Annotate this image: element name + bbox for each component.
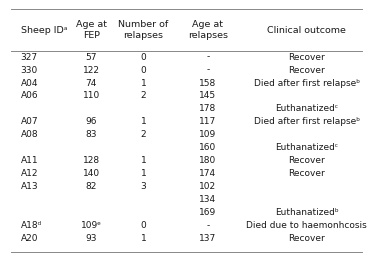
Text: 174: 174 [200, 169, 216, 178]
Text: 180: 180 [199, 156, 217, 166]
Text: 3: 3 [141, 182, 147, 191]
Text: 140: 140 [83, 169, 100, 178]
Text: 110: 110 [83, 91, 100, 100]
Text: 74: 74 [86, 78, 97, 88]
Text: 102: 102 [200, 182, 216, 191]
Text: 117: 117 [199, 117, 217, 126]
Text: Recover: Recover [288, 169, 325, 178]
Text: 134: 134 [200, 195, 216, 204]
Text: 178: 178 [199, 104, 217, 114]
Text: 93: 93 [86, 234, 97, 243]
Text: 1: 1 [141, 117, 147, 126]
Text: A20: A20 [21, 234, 38, 243]
Text: 2: 2 [141, 91, 147, 100]
Text: Age at
FEP: Age at FEP [76, 20, 107, 40]
Text: 122: 122 [83, 66, 100, 75]
Text: A18ᵈ: A18ᵈ [21, 221, 42, 230]
Text: A13: A13 [21, 182, 38, 191]
Text: 169: 169 [199, 208, 217, 217]
Text: Recover: Recover [288, 156, 325, 166]
Text: Died after first relapseᵇ: Died after first relapseᵇ [254, 117, 360, 126]
Text: A12: A12 [21, 169, 38, 178]
Text: 1: 1 [141, 78, 147, 88]
Text: -: - [206, 66, 210, 75]
Text: Euthanatizedᶜ: Euthanatizedᶜ [275, 104, 338, 114]
Text: 0: 0 [141, 52, 147, 62]
Text: 128: 128 [83, 156, 100, 166]
Text: 330: 330 [21, 66, 38, 75]
Text: Died after first relapseᵇ: Died after first relapseᵇ [254, 78, 360, 88]
Text: 0: 0 [141, 221, 147, 230]
Text: 82: 82 [86, 182, 97, 191]
Text: 0: 0 [141, 66, 147, 75]
Text: 1: 1 [141, 234, 147, 243]
Text: 145: 145 [200, 91, 216, 100]
Text: A11: A11 [21, 156, 38, 166]
Text: 109ᵉ: 109ᵉ [81, 221, 102, 230]
Text: 158: 158 [199, 78, 217, 88]
Text: Euthanatizedᵇ: Euthanatizedᵇ [275, 208, 339, 217]
Text: A08: A08 [21, 130, 38, 140]
Text: Euthanatizedᶜ: Euthanatizedᶜ [275, 143, 338, 152]
Text: 109: 109 [199, 130, 217, 140]
Text: A04: A04 [21, 78, 38, 88]
Text: 83: 83 [86, 130, 97, 140]
Text: Clinical outcome: Clinical outcome [267, 26, 346, 35]
Text: Age at
relapses: Age at relapses [188, 20, 228, 40]
Text: Recover: Recover [288, 52, 325, 62]
Text: 1: 1 [141, 156, 147, 166]
Text: 96: 96 [86, 117, 97, 126]
Text: Sheep IDᵃ: Sheep IDᵃ [21, 26, 67, 35]
Text: A07: A07 [21, 117, 38, 126]
Text: -: - [206, 221, 210, 230]
Text: -: - [206, 52, 210, 62]
Text: Recover: Recover [288, 234, 325, 243]
Text: 327: 327 [21, 52, 38, 62]
Text: Recover: Recover [288, 66, 325, 75]
Text: A06: A06 [21, 91, 38, 100]
Text: 137: 137 [199, 234, 217, 243]
Text: 2: 2 [141, 130, 147, 140]
Text: 160: 160 [199, 143, 217, 152]
Text: Number of
relapses: Number of relapses [119, 20, 169, 40]
Text: 1: 1 [141, 169, 147, 178]
Text: 57: 57 [86, 52, 97, 62]
Text: Died due to haemonhcosis: Died due to haemonhcosis [247, 221, 367, 230]
